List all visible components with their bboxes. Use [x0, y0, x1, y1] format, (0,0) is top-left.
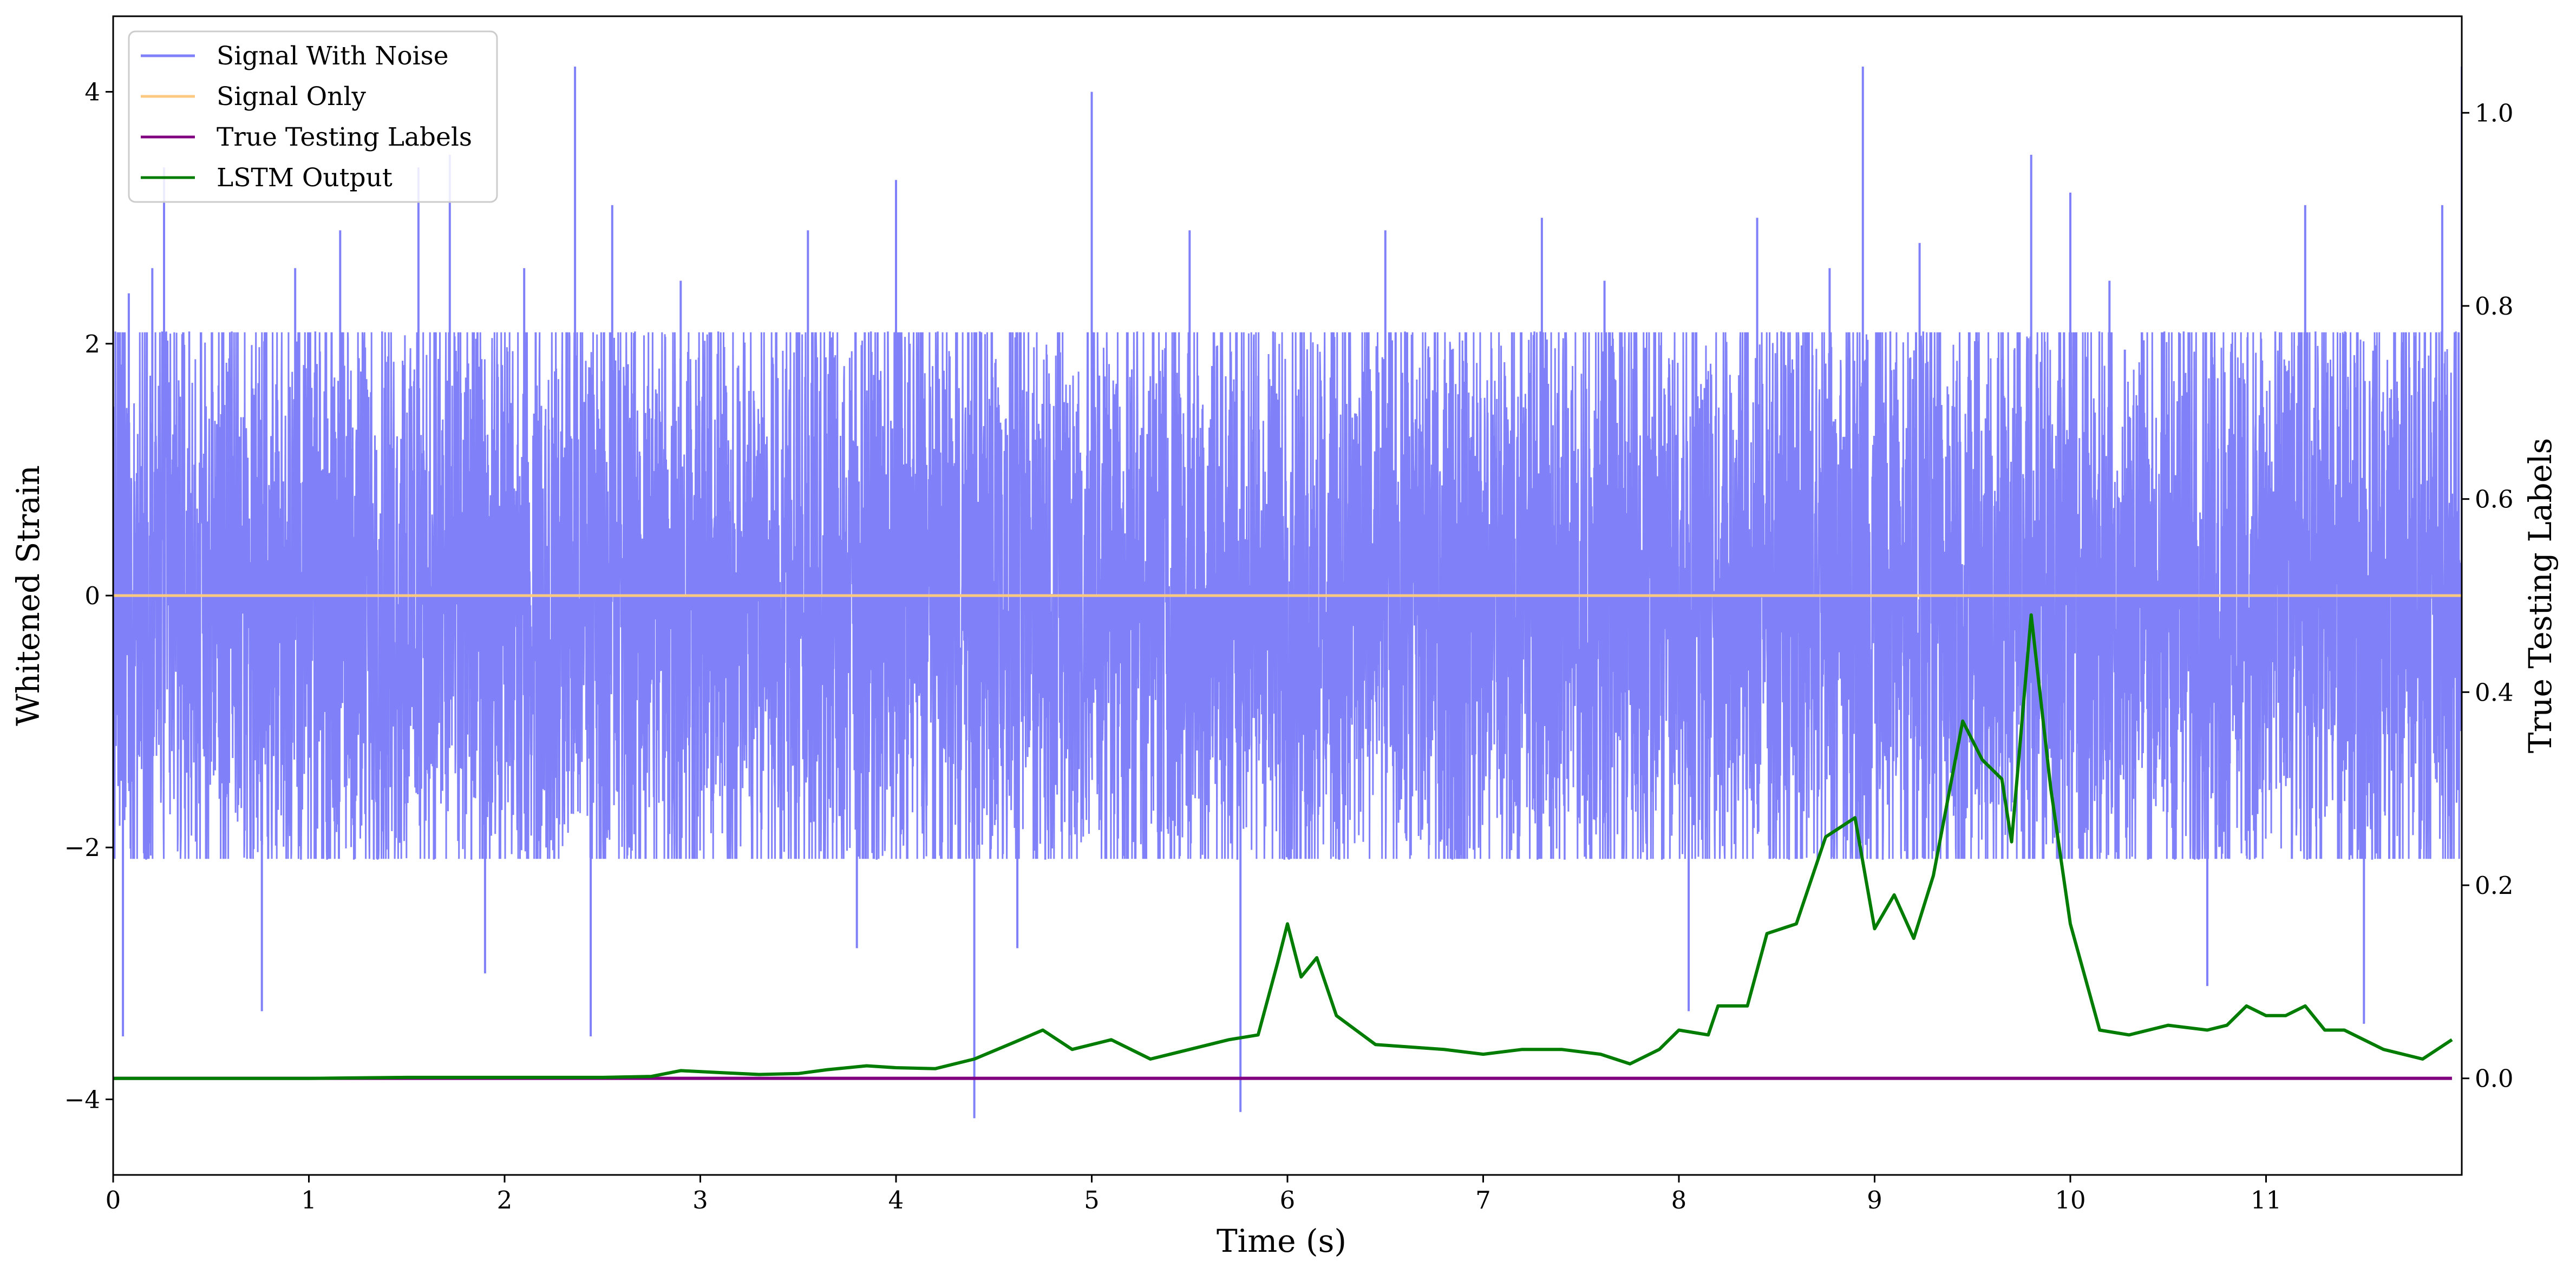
y-left-tick-label: 0: [84, 582, 100, 610]
plot-area: [113, 67, 2462, 1119]
series-signal-with-noise-peaks: [113, 67, 2462, 1119]
y-left-tick-label: −2: [64, 833, 100, 862]
x-tick-label: 2: [497, 1186, 513, 1214]
x-tick-label: 4: [888, 1186, 904, 1214]
x-axis-label: Time (s): [1217, 1223, 1346, 1259]
x-tick-label: 3: [692, 1186, 708, 1214]
x-tick-label: 11: [2251, 1186, 2281, 1214]
series-lstm-output: [113, 613, 2453, 1080]
legend-label-signal-with-noise: Signal With Noise: [217, 41, 449, 71]
y-right-tick-label: 0.6: [2475, 485, 2514, 514]
x-tick-label: 9: [1867, 1186, 1882, 1214]
y-axis-left-label: Whitened Strain: [10, 465, 47, 726]
y-right-tick-label: 1.0: [2475, 99, 2514, 127]
x-tick-label: 5: [1084, 1186, 1100, 1214]
x-axis: 0 1 2 3 4 5 6 7 8 9 10 11: [106, 1175, 2281, 1214]
legend-label-true-testing-labels: True Testing Labels: [217, 122, 472, 152]
y-axis-right: 0.0 0.2 0.4 0.6 0.8 1.0: [2462, 99, 2514, 1093]
y-right-tick-label: 0.4: [2475, 678, 2514, 707]
y-right-tick-label: 0.2: [2475, 871, 2514, 900]
x-tick-label: 7: [1475, 1186, 1491, 1214]
legend: Signal With Noise Signal Only True Testi…: [128, 30, 498, 203]
legend-label-lstm-output: LSTM Output: [217, 163, 393, 193]
y-right-tick-label: 0.0: [2475, 1064, 2514, 1093]
x-tick-label: 8: [1671, 1186, 1687, 1214]
x-tick-label: 1: [301, 1186, 317, 1214]
legend-box: [128, 30, 498, 203]
legend-label-signal-only: Signal Only: [217, 82, 366, 112]
y-axis-left: −4 −2 0 2 4: [64, 78, 113, 1114]
y-left-tick-label: 4: [84, 78, 100, 107]
x-tick-label: 10: [2055, 1186, 2085, 1214]
x-tick-label: 0: [106, 1186, 121, 1214]
y-right-tick-label: 0.8: [2475, 292, 2514, 321]
y-left-tick-label: 2: [84, 330, 100, 358]
x-tick-label: 6: [1280, 1186, 1296, 1214]
y-left-tick-label: −4: [64, 1085, 100, 1114]
y-axis-right-label: True Testing Labels: [2522, 438, 2559, 753]
